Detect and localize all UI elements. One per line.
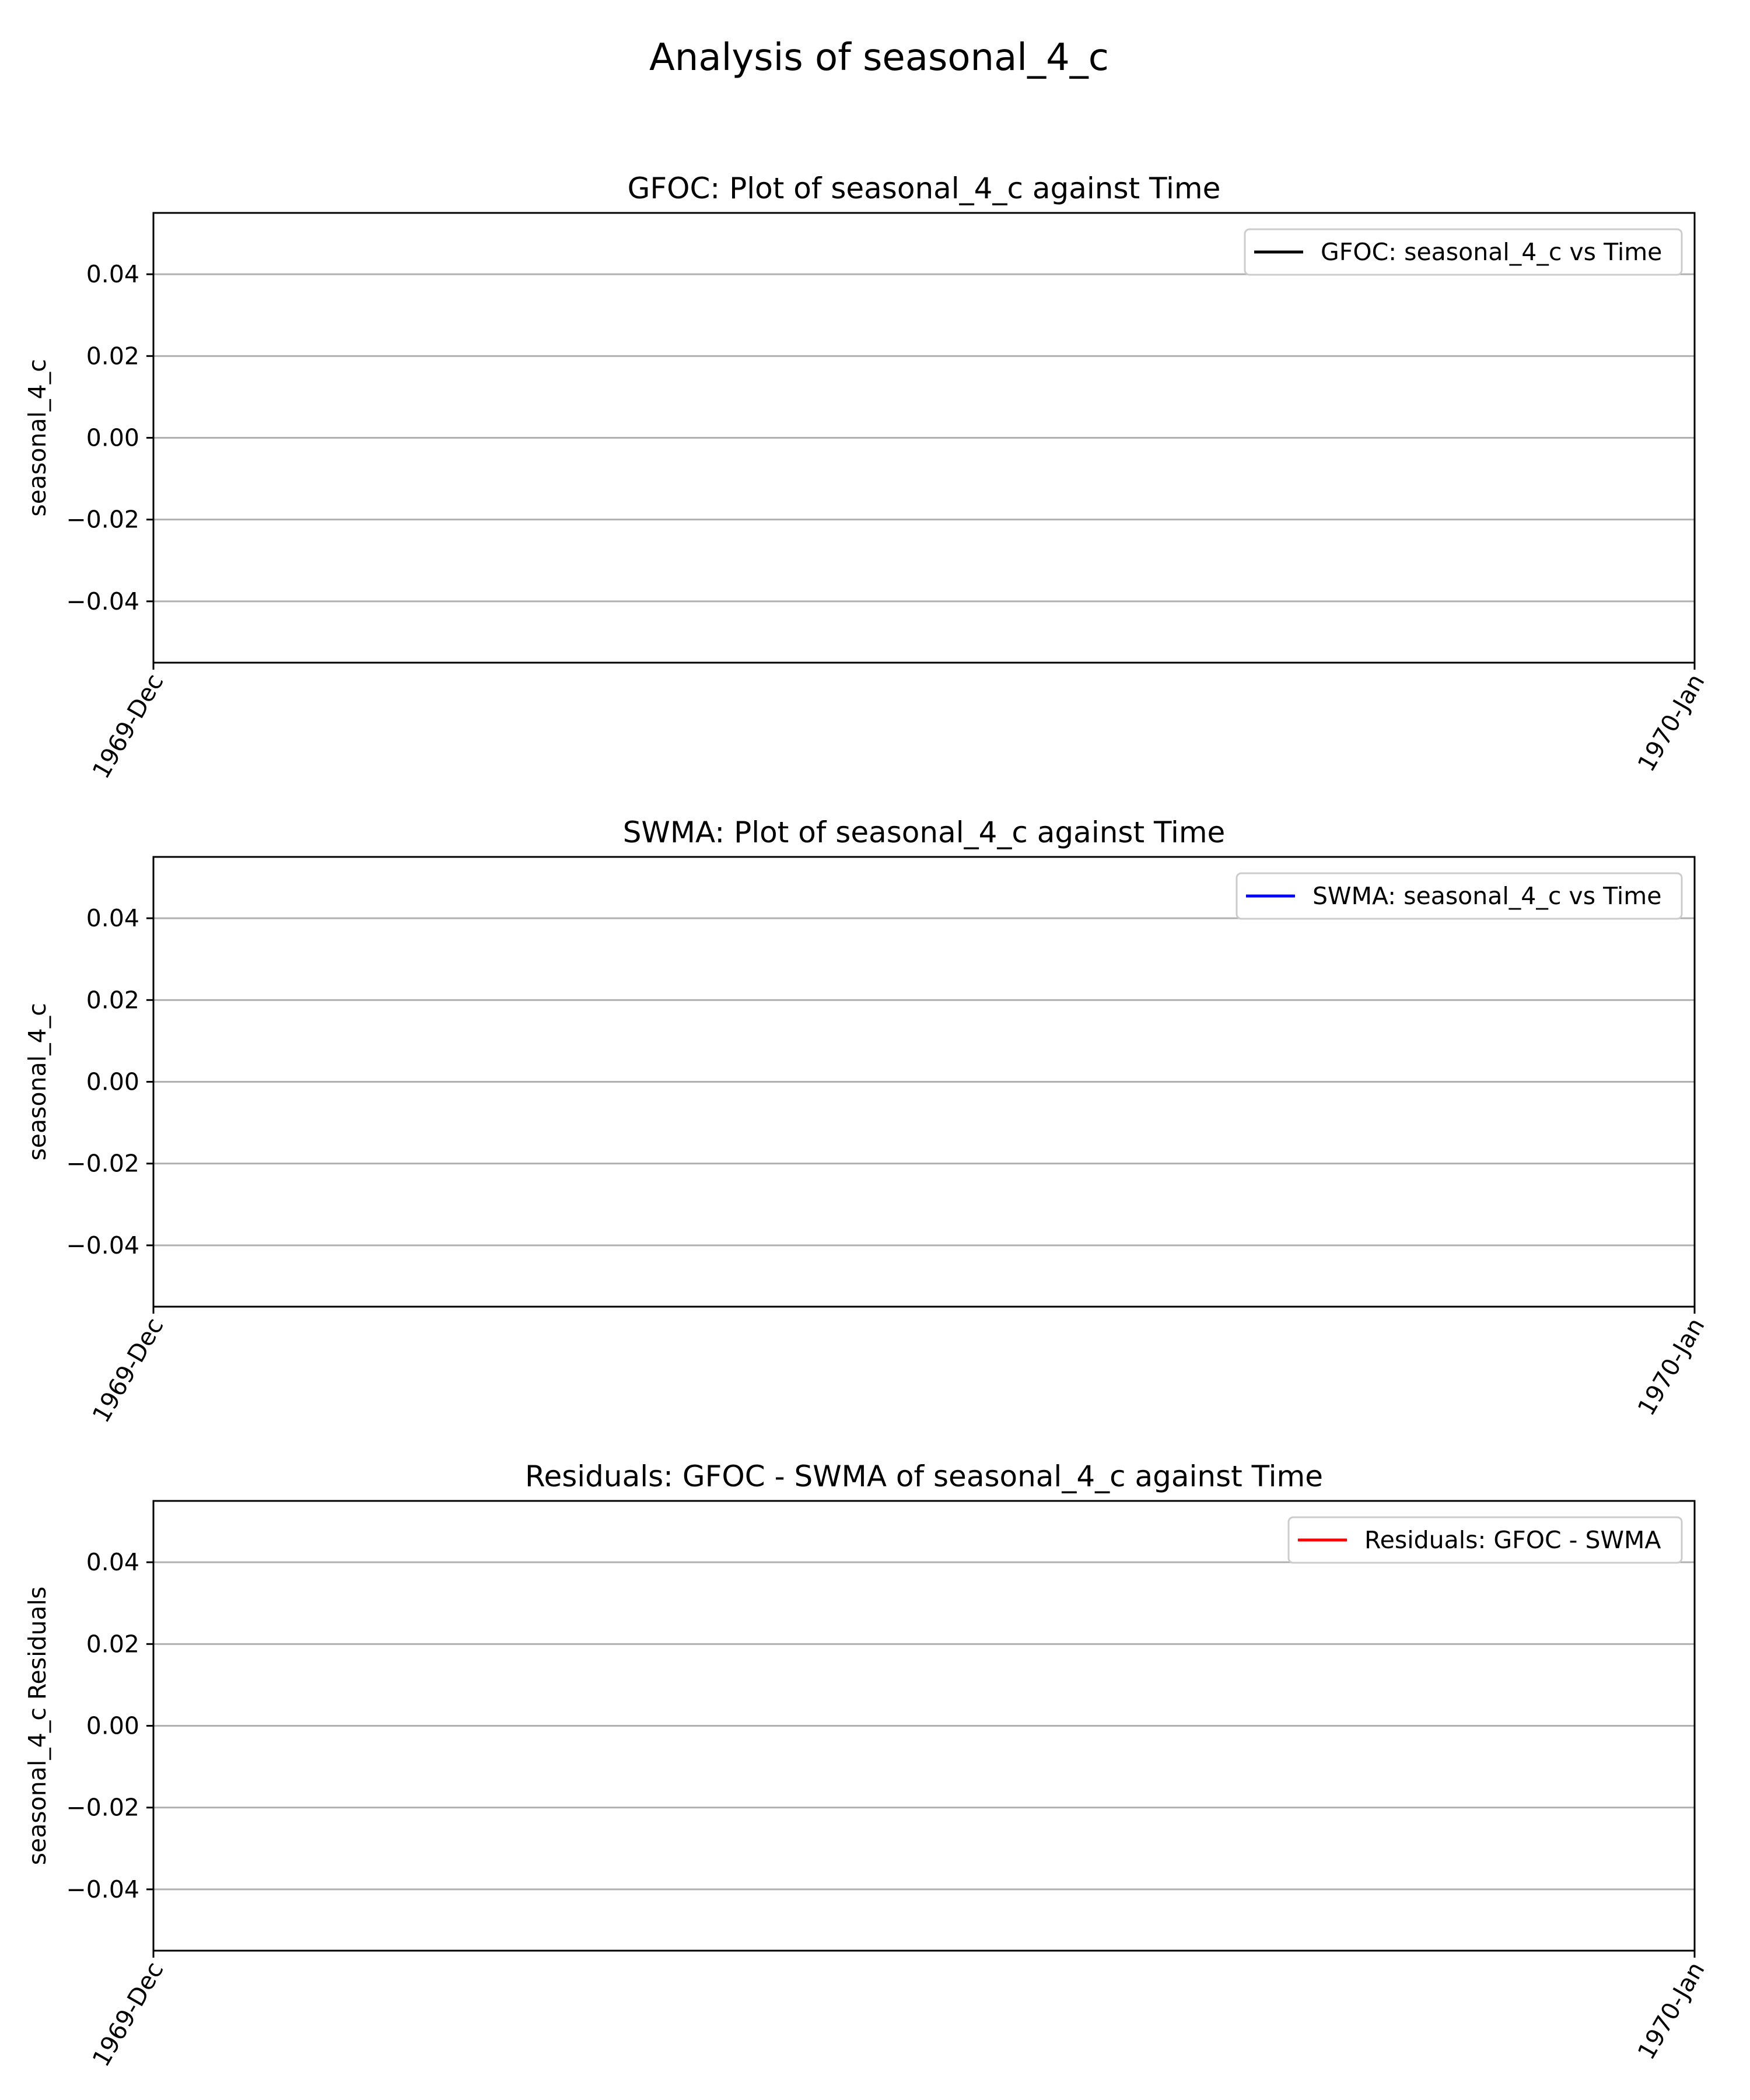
chart-panel-2: SWMA: Plot of seasonal_4_c against Time 0… <box>23 816 1710 1427</box>
plot-area-frame <box>152 212 1696 664</box>
y-tick-label: 0.02 <box>86 342 139 370</box>
legend: Residuals: GFOC - SWMA <box>1287 1516 1683 1564</box>
y-tick-label: 0.04 <box>86 1548 139 1576</box>
legend: GFOC: seasonal_4_c vs Time <box>1244 228 1683 276</box>
figure-title: Analysis of seasonal_4_c <box>649 36 1109 79</box>
legend-label: SWMA: seasonal_4_c vs Time <box>1312 882 1661 910</box>
legend-box <box>1236 872 1683 920</box>
legend-box <box>1287 1516 1683 1564</box>
chart-panel-1: GFOC: Plot of seasonal_4_c against Time 0… <box>23 172 1710 783</box>
chart-panels: GFOC: Plot of seasonal_4_c against Time 0… <box>23 172 1710 2071</box>
y-tick-label: 0.02 <box>86 1630 139 1658</box>
y-tick-label: 0.04 <box>86 260 139 288</box>
y-tick-label: 0.00 <box>86 1068 139 1096</box>
x-tick-label: 1970-Jan <box>1632 1313 1710 1420</box>
panel-title: SWMA: Plot of seasonal_4_c against Time <box>623 816 1226 849</box>
plot-area-frame <box>152 1500 1696 1952</box>
panel-title: GFOC: Plot of seasonal_4_c against Time <box>628 172 1221 205</box>
x-tick-label: 1969-Dec <box>87 669 169 783</box>
legend: SWMA: seasonal_4_c vs Time <box>1236 872 1683 920</box>
y-tick-label: 0.00 <box>86 1712 139 1740</box>
y-tick-label: −0.04 <box>66 1875 139 1903</box>
legend-box <box>1244 228 1683 276</box>
panel-title: Residuals: GFOC - SWMA of seasonal_4_c a… <box>525 1460 1323 1493</box>
legend-label: Residuals: GFOC - SWMA <box>1364 1526 1661 1554</box>
y-tick-label: −0.04 <box>66 1231 139 1259</box>
y-tick-label: −0.02 <box>66 1794 139 1822</box>
chart-panel-3: Residuals: GFOC - SWMA of seasonal_4_c a… <box>23 1460 1710 2071</box>
y-axis-label: seasonal_4_c Residuals <box>23 1587 51 1866</box>
x-tick-label: 1970-Jan <box>1632 669 1710 776</box>
y-tick-label: −0.02 <box>66 506 139 534</box>
y-axis-label: seasonal_4_c <box>23 1003 51 1160</box>
plot-area-frame <box>152 856 1696 1308</box>
y-tick-label: 0.02 <box>86 986 139 1014</box>
y-axis-label: seasonal_4_c <box>23 359 51 516</box>
x-tick-label: 1970-Jan <box>1632 1957 1710 2064</box>
x-tick-label: 1969-Dec <box>87 1313 169 1427</box>
y-tick-label: −0.02 <box>66 1150 139 1178</box>
x-tick-label: 1969-Dec <box>87 1957 169 2071</box>
y-tick-label: 0.00 <box>86 424 139 452</box>
legend-label: GFOC: seasonal_4_c vs Time <box>1321 238 1662 266</box>
y-tick-label: −0.04 <box>66 587 139 615</box>
y-tick-label: 0.04 <box>86 904 139 932</box>
